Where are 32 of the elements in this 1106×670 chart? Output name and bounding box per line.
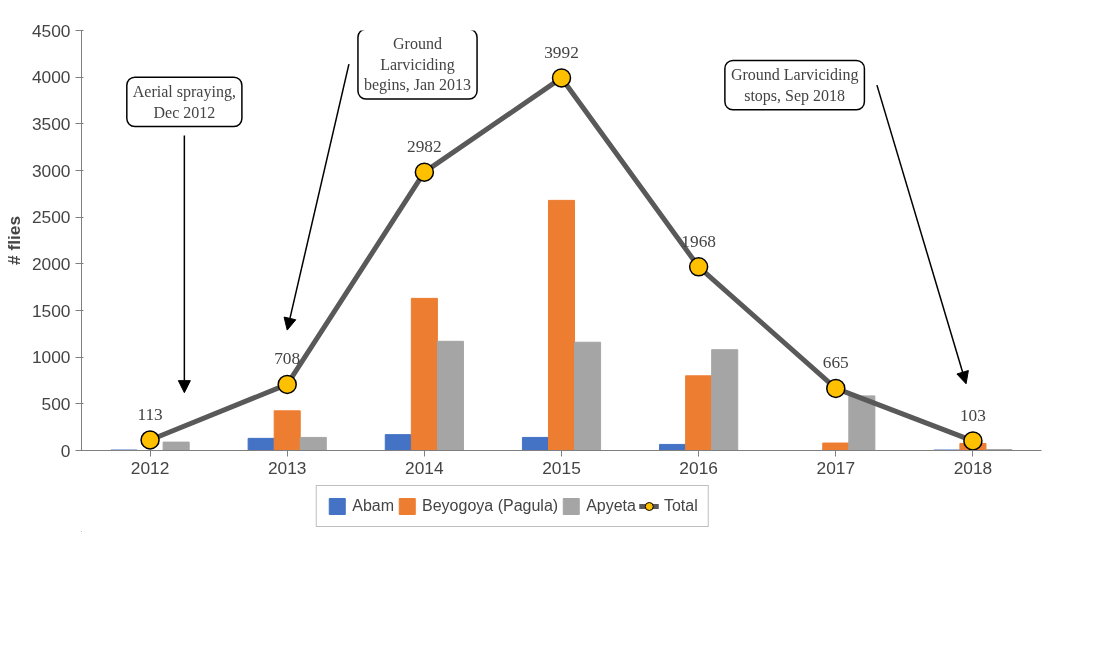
data-label: 3992	[544, 42, 579, 62]
legend-label: Abam	[352, 497, 395, 515]
data-label: 708	[274, 349, 301, 369]
data-label: 1968	[681, 231, 716, 251]
y-tick-label: 2000	[31, 253, 71, 274]
y-tick-label: 4500	[31, 20, 71, 41]
data-label: 665	[822, 353, 849, 373]
x-tick-label: 2016	[679, 457, 718, 478]
y-tick-label: 3500	[31, 113, 71, 134]
y-tick-label: 3000	[31, 160, 71, 181]
y-axis-title: # flies	[3, 215, 24, 266]
x-tick-label: 2015	[542, 457, 581, 478]
y-tick-label: 0	[60, 440, 71, 461]
data-label: 113	[137, 404, 163, 424]
x-tick-label: 2018	[953, 457, 993, 478]
y-tick-label: 500	[41, 393, 71, 414]
legend-label: Total	[663, 497, 698, 515]
y-tick-label: 2500	[31, 207, 71, 228]
x-tick-label: 2014	[405, 457, 444, 478]
x-tick-label: 2012	[130, 457, 170, 478]
y-tick-label: 1500	[31, 300, 71, 321]
y-tick-label: 4000	[31, 67, 71, 88]
data-label: 2982	[407, 137, 442, 157]
legend-label: Apyeta	[586, 497, 636, 515]
legend-label: Beyogoya (Pagula)	[422, 497, 559, 515]
x-tick-label: 2017	[816, 457, 856, 478]
data-label: 103	[959, 405, 986, 425]
annotation: Aerial spraying, Dec 2012	[132, 83, 236, 121]
y-tick-label: 1000	[31, 347, 71, 368]
x-tick-label: 2013	[267, 457, 307, 478]
annotation: Ground Larviciding begins, Jan 2013	[363, 35, 472, 94]
annotation: Ground Larviciding stops, Sep 2018	[730, 66, 859, 105]
